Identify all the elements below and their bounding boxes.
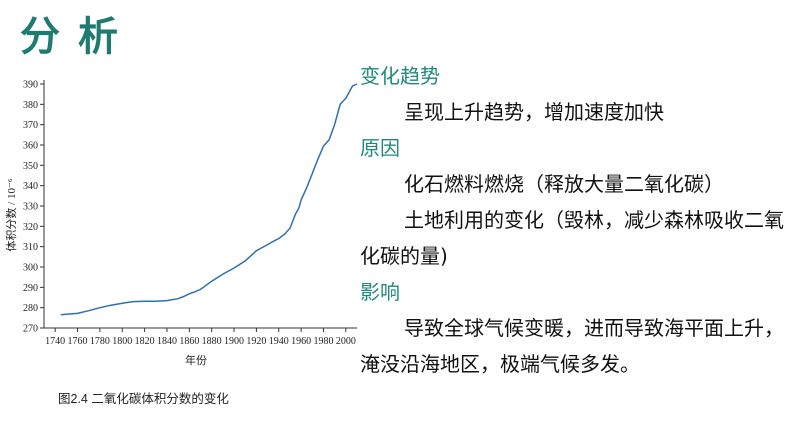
trend-text: 呈现上升趋势，增加速度加快: [404, 100, 664, 124]
x-tick-labels: 1740 1760 1780 1800 1820 1840 1860 1880 1900 1920…: [45, 336, 356, 347]
x-tick-label: 1860: [179, 336, 199, 347]
x-tick-label: 1800: [112, 336, 132, 347]
chart-axes: [40, 80, 357, 332]
x-tick-label: 1820: [135, 336, 155, 347]
y-tick-label: 390: [23, 80, 38, 91]
y-tick-label: 290: [23, 283, 38, 294]
impact-heading: 影响: [360, 280, 400, 304]
x-tick-label: 1980: [313, 336, 333, 347]
y-axis-label: 体积分数 / 10⁻⁶: [4, 178, 18, 251]
x-tick-label: 1780: [90, 336, 110, 347]
x-tick-label: 1940: [269, 336, 289, 347]
cause-heading: 原因: [360, 136, 400, 160]
page-title: 分析: [20, 13, 136, 60]
y-tick-labels: 270 280 290 300 310 320 330 340 350 360 370 380 390: [23, 80, 38, 335]
x-tick-label: 1900: [224, 336, 244, 347]
y-tick-label: 320: [23, 222, 38, 233]
y-tick-label: 330: [23, 202, 38, 213]
y-tick-label: 380: [23, 100, 38, 111]
y-tick-label: 360: [23, 141, 38, 152]
y-tick-label: 370: [23, 120, 38, 131]
impact-text: 导致全球气候变暖，进而导致海平面上升，淹没沿海地区，极端气候多发。: [360, 316, 784, 376]
x-tick-label: 1880: [202, 336, 222, 347]
x-tick-label: 2000: [336, 336, 356, 347]
x-axis-label: 年份: [185, 353, 207, 367]
x-tick-label: 1760: [68, 336, 88, 347]
x-tick-label: 1920: [246, 336, 266, 347]
x-tick-label: 1960: [291, 336, 311, 347]
figure-caption: 图2.4 二氧化碳体积分数的变化: [58, 392, 229, 406]
y-tick-label: 310: [23, 242, 38, 253]
y-tick-label: 350: [23, 161, 38, 172]
y-tick-label: 280: [23, 303, 38, 314]
cause-item-fossil: 化石燃料燃烧（释放大量二氧化碳）: [404, 172, 724, 196]
x-tick-label: 1840: [157, 336, 177, 347]
analysis-panel: 变化趋势 呈现上升趋势，增加速度加快 原因 化石燃料燃烧（释放大量二氧化碳） 土…: [360, 58, 792, 382]
co2-series-line: [60, 83, 358, 316]
cause-item-land-use: 土地利用的变化（毁林，减少森林吸收二氧化碳的量): [360, 208, 784, 268]
y-tick-label: 270: [23, 324, 38, 335]
x-tick-label: 1740: [45, 336, 65, 347]
trend-heading: 变化趋势: [360, 64, 440, 88]
y-tick-label: 340: [23, 181, 38, 192]
co2-line-chart: 270280290300310320330340350360370380390 …: [4, 80, 358, 367]
y-tick-label: 300: [23, 263, 38, 274]
